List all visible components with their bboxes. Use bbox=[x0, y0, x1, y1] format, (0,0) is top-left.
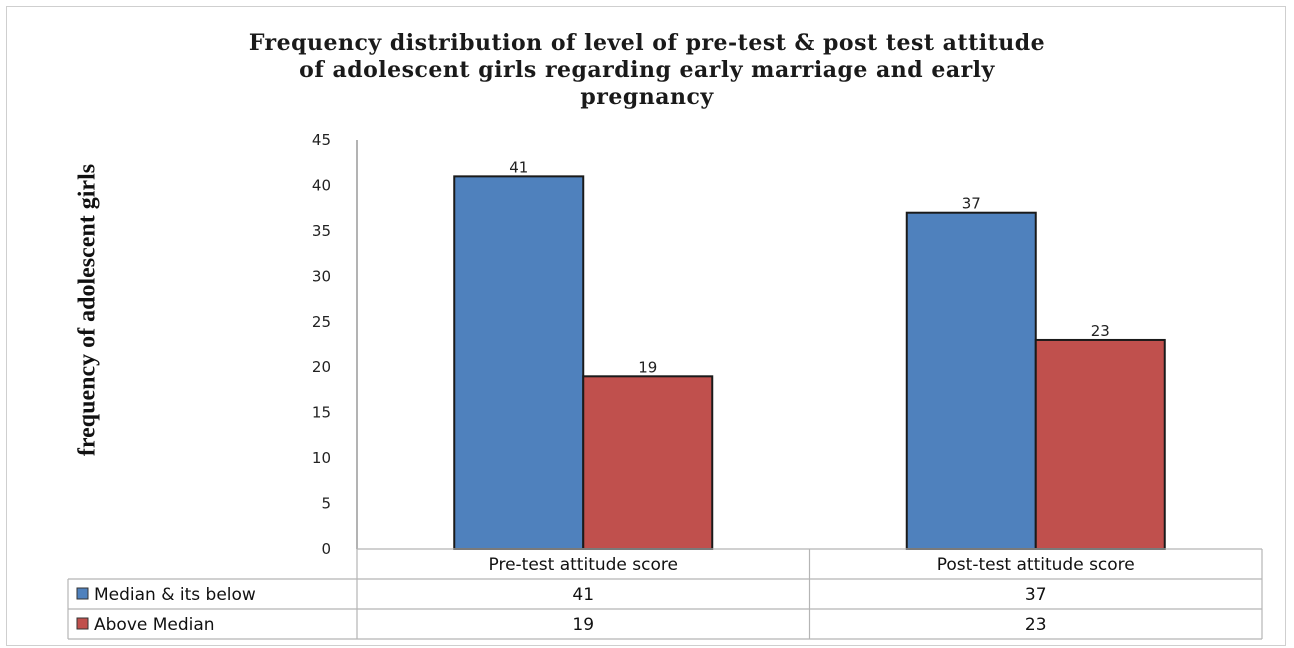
x-category-label-posttest: Post-test attitude score bbox=[937, 555, 1135, 575]
data-label-median-below-pretest: 41 bbox=[509, 158, 528, 176]
table-value-above-median-pretest: 19 bbox=[572, 615, 594, 635]
y-tick-label-5: 5 bbox=[321, 495, 331, 513]
bar-above-median-posttest bbox=[1034, 338, 1166, 551]
data-label-median-below-posttest: 37 bbox=[962, 195, 981, 213]
bar-above-median-pretest bbox=[582, 375, 714, 550]
y-tick-label-40: 40 bbox=[312, 176, 331, 194]
data-label-above-median-pretest: 19 bbox=[638, 358, 657, 376]
legend-label-median-below: Median & its below bbox=[94, 585, 256, 605]
table-value-median-below-pretest: 41 bbox=[572, 585, 594, 605]
y-tick-label-35: 35 bbox=[312, 222, 331, 240]
y-tick-label-45: 45 bbox=[312, 131, 331, 149]
y-tick-label-30: 30 bbox=[312, 267, 331, 285]
data-label-above-median-posttest: 23 bbox=[1091, 322, 1110, 340]
chart-title-line-3: pregnancy bbox=[580, 84, 714, 110]
x-category-label-pretest: Pre-test attitude score bbox=[489, 555, 678, 575]
table-value-median-below-posttest: 37 bbox=[1025, 585, 1047, 605]
legend-label-above-median: Above Median bbox=[94, 615, 215, 635]
bar-median-below-pretest bbox=[453, 175, 585, 550]
bar-median-below-posttest bbox=[905, 211, 1037, 550]
chart-title-line-2: of adolescent girls regarding early marr… bbox=[299, 57, 995, 83]
y-tick-label-25: 25 bbox=[312, 313, 331, 331]
legend-swatch-median-below bbox=[76, 587, 89, 600]
y-tick-label-10: 10 bbox=[312, 449, 331, 467]
chart-title-line-1: Frequency distribution of level of pre-t… bbox=[248, 30, 1046, 56]
legend-swatch-above-median bbox=[76, 617, 89, 630]
y-tick-label-0: 0 bbox=[321, 540, 331, 558]
table-value-above-median-posttest: 23 bbox=[1025, 615, 1047, 635]
chart-title: Frequency distribution of level of pre-t… bbox=[0, 30, 1294, 111]
y-tick-label-20: 20 bbox=[312, 358, 331, 376]
y-tick-label-15: 15 bbox=[312, 404, 331, 422]
